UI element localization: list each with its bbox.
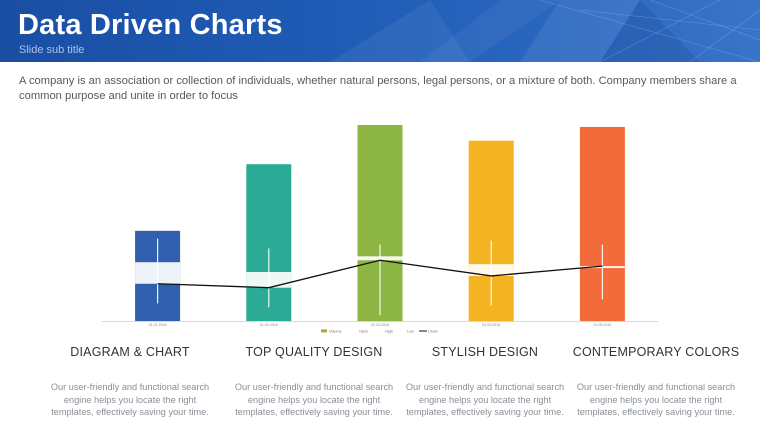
x-tick-label: 01.04.2016 <box>482 323 500 327</box>
page-subtitle: Slide sub title <box>19 44 85 56</box>
x-tick-label: 01.02.2016 <box>260 323 278 327</box>
open-close-candle <box>357 256 403 261</box>
column-title-3: STYLISH DESIGN <box>431 345 539 359</box>
legend-swatch <box>321 329 327 333</box>
open-close-candle <box>246 272 292 288</box>
column-title-1: DIAGRAM & CHART <box>70 345 190 359</box>
legend-entry: Close <box>428 330 438 334</box>
banner-pattern <box>330 0 760 62</box>
open-close-candle <box>468 264 514 276</box>
open-close-candle <box>579 266 625 269</box>
column-description-3: Our user-friendly and functional search … <box>405 382 565 417</box>
x-tick-label: 01.05.2016 <box>593 323 611 327</box>
page-title: Data Driven Charts <box>18 9 283 41</box>
x-tick-label: 01.01.2016 <box>149 323 167 327</box>
legend-entry: High <box>385 330 393 334</box>
x-tick-label: 01.03.2016 <box>371 323 389 327</box>
header-banner: Data Driven Charts Slide sub title <box>0 0 760 62</box>
column-description-1: Our user-friendly and functional search … <box>50 382 210 417</box>
column-description-4: Our user-friendly and functional search … <box>576 382 736 417</box>
legend-entry: Open <box>359 330 368 334</box>
close-line <box>157 259 603 289</box>
column-title-4: CONTEMPORARY COLORS <box>572 345 740 359</box>
column-description-2: Our user-friendly and functional search … <box>234 382 394 417</box>
legend-entry: Low <box>407 330 414 334</box>
open-close-candle <box>135 262 181 284</box>
legend-entry: Volume <box>329 330 342 334</box>
column-title-2: TOP QUALITY DESIGN <box>245 345 383 359</box>
intro-paragraph: A company is an association or collectio… <box>19 75 737 102</box>
